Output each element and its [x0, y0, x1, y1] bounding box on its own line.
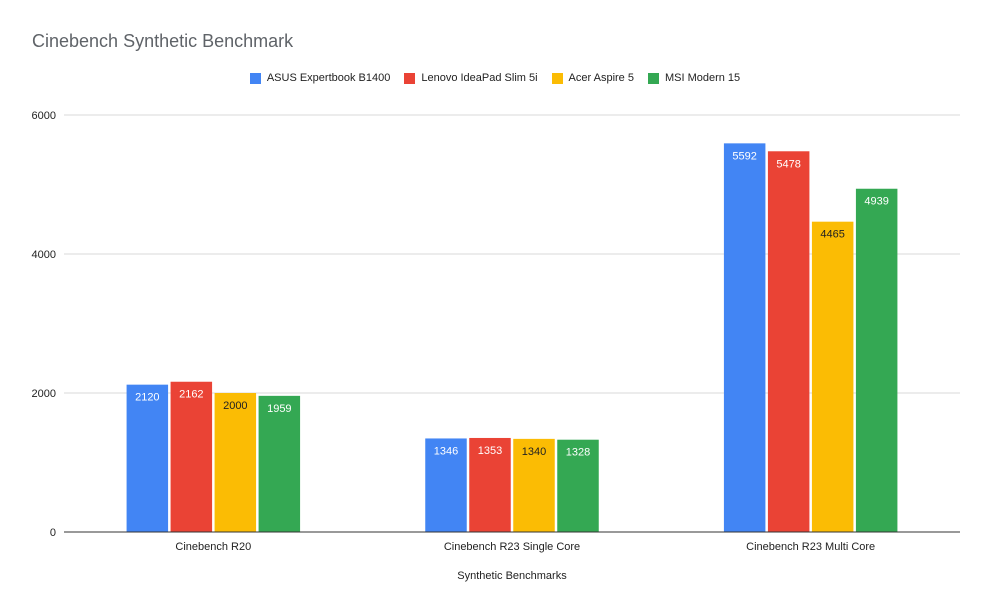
bar-2-2	[811, 221, 854, 532]
grid-layer	[64, 114, 960, 394]
legend-item-lenovo[interactable]: Lenovo IdeaPad Slim 5i	[404, 72, 538, 84]
axis-layer: 0 2000 4000 6000 Cinebench R20 Cinebench R23 …	[32, 110, 960, 553]
value-label-0-3: 1959	[267, 403, 291, 415]
legend-label-msi: MSI Modern 15	[664, 72, 741, 84]
value-label-1-1: 1353	[478, 445, 502, 457]
bar-0-0	[126, 384, 169, 532]
bar-0-3	[258, 395, 301, 532]
x-tick-label-1: Cinebench R23 Single Core	[444, 541, 580, 553]
legend-label-asus: ASUS Expertbook B1400	[266, 72, 391, 84]
bar-0-2	[214, 393, 257, 532]
bar-2-3	[855, 188, 898, 532]
bar-2-1	[767, 151, 810, 533]
value-label-2-0: 5592	[732, 150, 756, 162]
bar-2-0	[723, 143, 766, 532]
legend: ASUS Expertbook B1400 Lenovo IdeaPad Sli…	[0, 72, 990, 84]
legend-swatch-lenovo	[404, 72, 416, 84]
bar-0-1	[170, 381, 213, 532]
value-label-0-1: 2162	[179, 389, 203, 401]
value-label-0-0: 2120	[135, 392, 159, 404]
bar-1-2	[513, 438, 555, 532]
y-tick-label-6000: 6000	[32, 110, 56, 122]
y-tick-label-0: 0	[50, 527, 56, 539]
value-label-2-1: 5478	[776, 158, 800, 170]
value-label-1-3: 1328	[566, 447, 590, 459]
y-tick-label-4000: 4000	[32, 249, 56, 261]
bar-layer: 2120 2162 2000 1959 1346 1353 1340 1328 5592 5478…	[126, 143, 898, 533]
legend-label-acer: Acer Aspire 5	[568, 72, 634, 84]
y-tick-label-2000: 2000	[32, 388, 56, 400]
legend-item-msi[interactable]: MSI Modern 15	[647, 72, 741, 84]
bar-1-1	[469, 437, 511, 532]
bar-1-0	[425, 438, 467, 532]
legend-item-asus[interactable]: ASUS Expertbook B1400	[249, 72, 391, 84]
value-label-1-0: 1346	[434, 445, 458, 457]
value-label-1-2: 1340	[522, 446, 546, 458]
legend-label-lenovo: Lenovo IdeaPad Slim 5i	[421, 72, 538, 84]
legend-swatch-msi	[647, 72, 659, 84]
value-label-2-3: 4939	[864, 196, 888, 208]
x-axis-title: Synthetic Benchmarks	[457, 570, 567, 582]
legend-item-acer[interactable]: Acer Aspire 5	[551, 72, 634, 84]
x-tick-label-0: Cinebench R20	[175, 541, 251, 553]
value-label-0-2: 2000	[223, 400, 247, 412]
bar-1-3	[557, 439, 599, 532]
x-tick-label-2: Cinebench R23 Multi Core	[746, 541, 875, 553]
legend-swatch-acer	[551, 72, 563, 84]
legend-swatch-asus	[249, 72, 261, 84]
chart-title: Cinebench Synthetic Benchmark	[32, 31, 294, 51]
value-label-2-2: 4465	[820, 229, 844, 241]
